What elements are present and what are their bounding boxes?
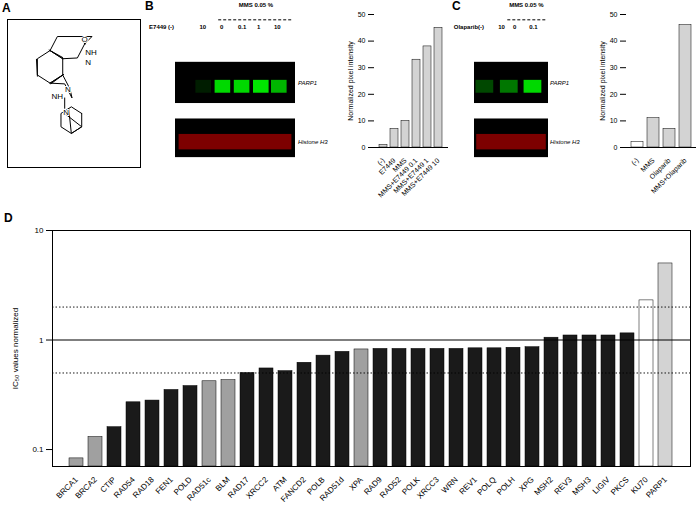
svg-text:ATM: ATM <box>270 475 289 494</box>
svg-text:N: N <box>63 108 69 117</box>
svg-text:BRCA2: BRCA2 <box>73 475 99 501</box>
svg-text:RAD17: RAD17 <box>226 475 251 500</box>
svg-text:RAD9: RAD9 <box>362 475 384 497</box>
svg-text:REV1: REV1 <box>458 475 480 497</box>
svg-text:MSH3: MSH3 <box>571 475 593 497</box>
svg-text:XRCC3: XRCC3 <box>415 475 441 501</box>
svg-text:MMS 0.05 %: MMS 0.05 % <box>239 2 274 8</box>
svg-text:0.1: 0.1 <box>529 24 538 30</box>
svg-text:10: 10 <box>274 24 281 30</box>
svg-text:Histone H3: Histone H3 <box>550 139 580 145</box>
svg-text:POLQ: POLQ <box>476 475 498 497</box>
svg-text:Normalized pixel intensity: Normalized pixel intensity <box>599 41 607 121</box>
svg-text:20: 20 <box>358 91 366 98</box>
svg-text:0: 0 <box>513 24 517 30</box>
svg-text:N: N <box>85 58 91 67</box>
svg-text:Olaparib(-): Olaparib(-) <box>454 24 484 30</box>
html-text:A: A <box>2 1 11 15</box>
svg-text:Normalized pixel intensity: Normalized pixel intensity <box>347 41 355 121</box>
svg-text:RAD51d: RAD51d <box>318 475 346 503</box>
svg-text:MMS: MMS <box>639 156 656 174</box>
svg-text:MMS 0.05 %: MMS 0.05 % <box>509 2 544 8</box>
svg-text:WRN: WRN <box>440 475 460 495</box>
svg-text:10: 10 <box>498 24 505 30</box>
svg-text:XPA: XPA <box>347 475 365 493</box>
svg-text:O: O <box>82 35 88 44</box>
svg-text:XPG: XPG <box>517 475 536 494</box>
svg-text:MMS+Olaparib: MMS+Olaparib <box>650 157 689 196</box>
svg-text:E7449 (-): E7449 (-) <box>149 24 174 30</box>
svg-text:PARP1: PARP1 <box>298 80 317 86</box>
svg-text:MMS+E7449 10: MMS+E7449 10 <box>400 157 441 198</box>
svg-text:MMS+E7449 0.1: MMS+E7449 0.1 <box>376 156 419 199</box>
svg-text:PARP1: PARP1 <box>550 80 569 86</box>
svg-text:BRCA1: BRCA1 <box>54 475 80 501</box>
svg-text:0.1: 0.1 <box>32 445 44 454</box>
svg-text:IC₅₀ values normalized: IC₅₀ values normalized <box>11 308 20 389</box>
svg-text:Histone H3: Histone H3 <box>298 139 328 145</box>
svg-text:0: 0 <box>362 144 366 151</box>
svg-text:10: 10 <box>200 24 207 30</box>
svg-text:(-): (-) <box>630 157 641 168</box>
svg-text:RAD52: RAD52 <box>378 475 403 500</box>
svg-text:RAD54: RAD54 <box>112 475 137 500</box>
svg-text:40: 40 <box>358 37 366 44</box>
svg-text:NH: NH <box>85 48 97 57</box>
svg-text:XRCC2: XRCC2 <box>244 475 270 501</box>
svg-text:PARP1: PARP1 <box>644 475 669 500</box>
svg-text:1: 1 <box>39 336 44 345</box>
html-text:C: C <box>452 0 461 13</box>
svg-text:10: 10 <box>358 117 366 124</box>
svg-text:RAD51c: RAD51c <box>185 475 212 502</box>
svg-text:E7449: E7449 <box>377 156 397 176</box>
svg-text:30: 30 <box>358 64 366 71</box>
svg-text:FANCD2: FANCD2 <box>279 475 308 504</box>
svg-text:N: N <box>65 85 71 94</box>
svg-text:30: 30 <box>610 64 618 71</box>
svg-text:10: 10 <box>610 117 618 124</box>
svg-text:POLD: POLD <box>171 475 194 497</box>
svg-text:0: 0 <box>220 24 224 30</box>
svg-text:POLB: POLB <box>305 475 327 497</box>
svg-text:MMS: MMS <box>391 156 408 174</box>
svg-text:BLM: BLM <box>213 475 232 494</box>
svg-text:REV3: REV3 <box>553 475 575 497</box>
html-text:D: D <box>4 211 13 225</box>
svg-text:PKCS: PKCS <box>609 475 631 497</box>
svg-text:CTIP: CTIP <box>98 475 118 495</box>
svg-text:NH: NH <box>52 92 64 101</box>
svg-text:50: 50 <box>358 11 366 18</box>
svg-text:LIGIV: LIGIV <box>591 475 612 496</box>
svg-text:0: 0 <box>614 144 618 151</box>
svg-text:RAD18: RAD18 <box>131 475 156 500</box>
svg-text:KU70: KU70 <box>629 475 650 496</box>
svg-text:POLK: POLK <box>400 475 422 497</box>
svg-text:1: 1 <box>257 24 261 30</box>
svg-text:POLH: POLH <box>495 475 517 497</box>
svg-text:0.1: 0.1 <box>238 24 247 30</box>
svg-text:MSH2: MSH2 <box>533 475 555 497</box>
svg-text:10: 10 <box>35 226 44 235</box>
html-text:B: B <box>145 0 154 13</box>
svg-text:FEN1: FEN1 <box>154 475 175 496</box>
svg-text:20: 20 <box>610 91 618 98</box>
svg-text:40: 40 <box>610 37 618 44</box>
svg-text:50: 50 <box>610 11 618 18</box>
